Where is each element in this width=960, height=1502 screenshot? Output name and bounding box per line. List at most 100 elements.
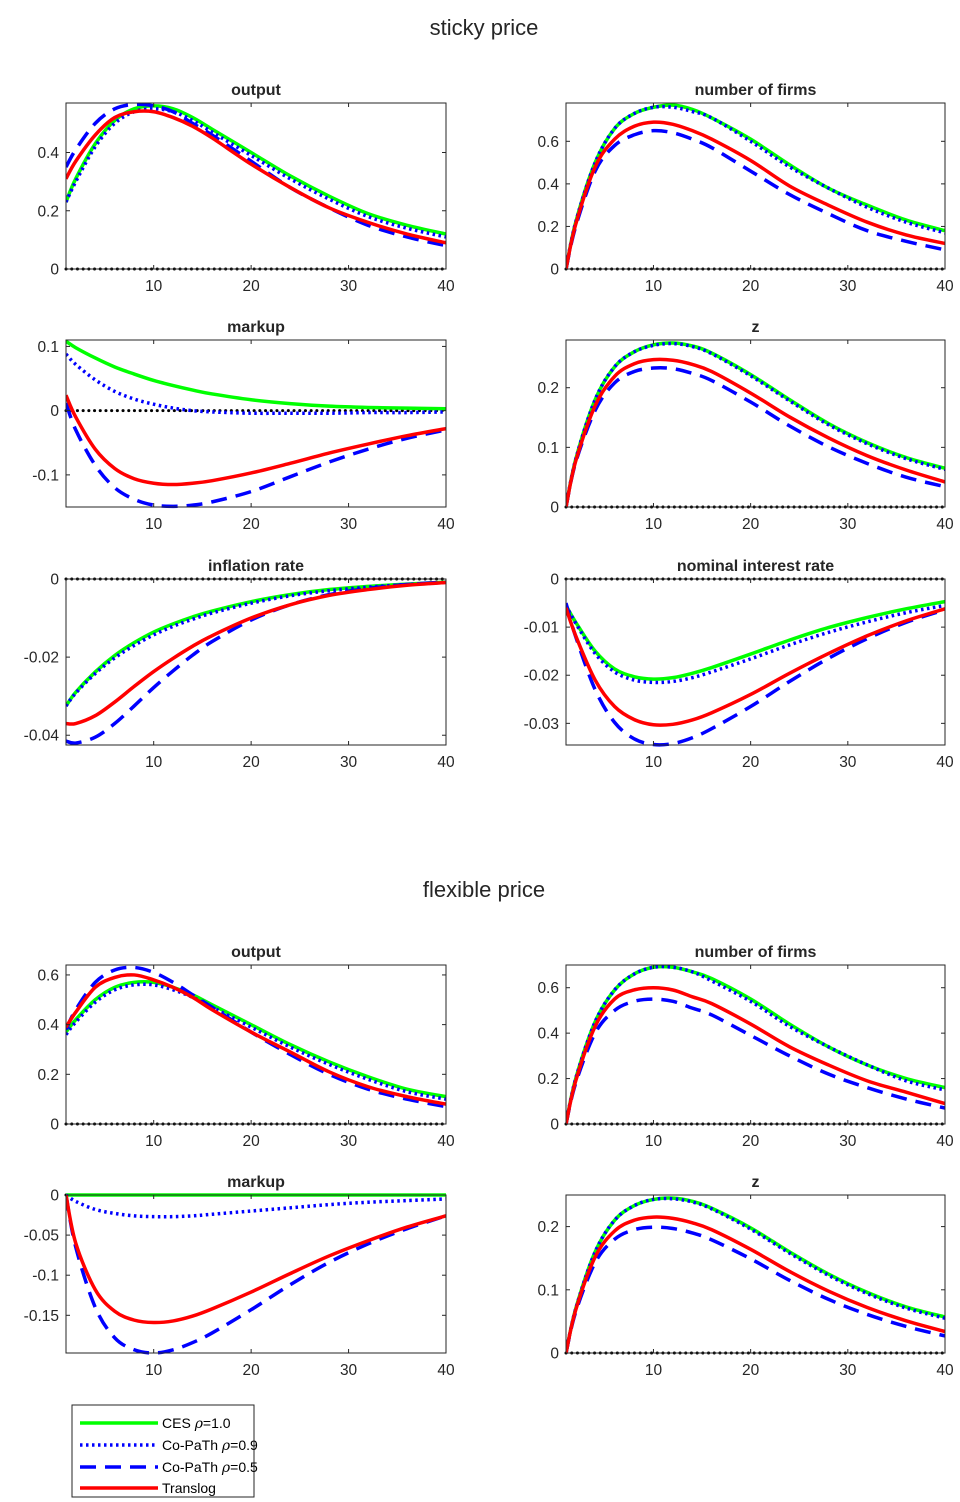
x-tick-label: 40	[936, 278, 954, 295]
x-tick-label: 10	[145, 278, 163, 295]
x-tick-label: 30	[839, 754, 857, 771]
y-tick-label: 0	[550, 500, 559, 517]
y-tick-label: 0.6	[537, 134, 559, 151]
series-line-ces	[66, 580, 446, 707]
legend-entry-ces: CES ρ=1.0	[162, 1415, 231, 1432]
x-tick-label: 20	[243, 278, 261, 295]
series-line-copath-05	[566, 997, 945, 1125]
x-tick-label: 10	[145, 754, 163, 771]
x-tick-label: 20	[243, 516, 261, 533]
series-group	[566, 341, 945, 508]
series-group	[66, 339, 446, 509]
series-line-copath-05	[566, 366, 945, 508]
axes-frame	[565, 578, 946, 746]
x-tick-label: 20	[742, 278, 760, 295]
axes-frame	[65, 339, 447, 508]
x-tick-label: 10	[645, 1362, 663, 1379]
legend-entry-copath-05: Co-PaTh ρ=0.5	[162, 1459, 258, 1476]
x-tick-label: 30	[839, 278, 857, 295]
legend-entry-translog: Translog	[162, 1480, 216, 1496]
x-tick-label: 30	[340, 754, 358, 771]
subplot-sticky-price-output: output 10 20 30 40 0 0.2 0.4	[37, 82, 455, 295]
y-tick-label: 0.4	[37, 1017, 59, 1034]
y-tick-label: -0.04	[24, 728, 60, 745]
axes-frame	[65, 578, 447, 746]
series-line-copath-05	[66, 965, 446, 1109]
y-tick-label: 0	[550, 1346, 559, 1363]
series-line-translog	[566, 607, 945, 727]
y-tick-label: 0.2	[537, 219, 559, 236]
series-line-ces	[566, 341, 945, 508]
subplot-sticky-price-inflation-rate: inflation rate 10 20 30 40 -0.04 -0.02 0	[24, 558, 455, 771]
y-tick-label: 0.6	[37, 967, 59, 984]
y-tick-label: 0	[550, 262, 559, 279]
y-tick-label: 0	[50, 1117, 59, 1134]
series-line-translog	[66, 394, 446, 487]
series-line-translog	[66, 580, 446, 726]
series-group	[66, 1193, 446, 1355]
legend-entry-copath-09: Co-PaTh ρ=0.9	[162, 1437, 258, 1454]
x-tick-label: 30	[839, 1133, 857, 1150]
series-line-copath-09	[566, 1196, 945, 1354]
x-tick-label: 30	[340, 516, 358, 533]
series-line-copath-09	[66, 352, 446, 416]
series-line-ces	[566, 964, 945, 1125]
y-tick-label: 0.1	[537, 1282, 559, 1299]
y-tick-label: 0	[50, 403, 59, 420]
y-tick-label: 0.2	[537, 380, 559, 397]
x-tick-label: 10	[145, 1362, 163, 1379]
y-tick-label: 0.2	[37, 1067, 59, 1084]
axes-frame	[565, 102, 946, 270]
y-tick-label: -0.1	[32, 467, 59, 484]
series-line-copath-09	[566, 964, 945, 1125]
x-tick-label: 40	[437, 278, 455, 295]
series-line-copath-09	[566, 341, 945, 508]
series-line-ces	[66, 339, 446, 411]
series-line-translog	[566, 357, 945, 508]
y-tick-label: -0.1	[32, 1268, 59, 1285]
subplot-title: z	[752, 319, 760, 336]
series-group	[66, 102, 446, 248]
series-line-copath-05	[66, 1194, 446, 1355]
series-line-translog	[66, 1194, 446, 1325]
subplot-title: nominal interest rate	[677, 558, 834, 575]
series-line-translog	[566, 120, 945, 270]
x-tick-label: 40	[936, 1362, 954, 1379]
y-tick-label: 0	[50, 572, 59, 589]
y-tick-label: -0.15	[24, 1308, 59, 1325]
y-tick-label: 0	[50, 1188, 59, 1205]
subplot-grid: output 10 20 30 40 0 0.2 0.4 number of firms 10 20…	[24, 82, 954, 1379]
axes-frame	[565, 964, 946, 1125]
x-tick-label: 10	[145, 516, 163, 533]
x-tick-label: 40	[437, 754, 455, 771]
y-tick-label: 0.1	[537, 440, 559, 457]
series-group	[66, 580, 446, 745]
x-tick-label: 20	[742, 754, 760, 771]
series-line-copath-09	[566, 603, 945, 685]
series-line-ces	[66, 104, 446, 236]
subplot-title: number of firms	[695, 82, 817, 99]
y-tick-label: 0.4	[537, 1026, 559, 1043]
x-tick-label: 40	[936, 1133, 954, 1150]
subplot-flexible-price-output: output 10 20 30 40 0 0.2 0.4 0.6	[37, 944, 455, 1150]
x-tick-label: 10	[645, 1133, 663, 1150]
subplot-title: output	[231, 944, 281, 961]
series-line-copath-05	[66, 102, 446, 248]
series-line-copath-09	[566, 104, 945, 270]
x-tick-label: 20	[742, 1133, 760, 1150]
x-tick-label: 30	[839, 516, 857, 533]
series-line-copath-09	[66, 982, 446, 1101]
series-line-copath-05	[66, 580, 446, 745]
y-tick-label: -0.02	[24, 650, 59, 667]
y-tick-label: 0.4	[537, 176, 559, 193]
y-tick-label: 0.2	[537, 1071, 559, 1088]
x-tick-label: 30	[340, 1362, 358, 1379]
x-tick-label: 30	[340, 1133, 358, 1150]
x-tick-label: 40	[936, 516, 954, 533]
subplot-title: z	[752, 1174, 760, 1191]
subplot-title: markup	[227, 319, 285, 336]
series-line-copath-09	[66, 580, 446, 707]
subplot-flexible-price-z: z 10 20 30 40 0 0.1 0.2	[537, 1174, 954, 1379]
subplot-sticky-price-markup: markup 10 20 30 40 -0.1 0 0.1	[32, 319, 455, 533]
